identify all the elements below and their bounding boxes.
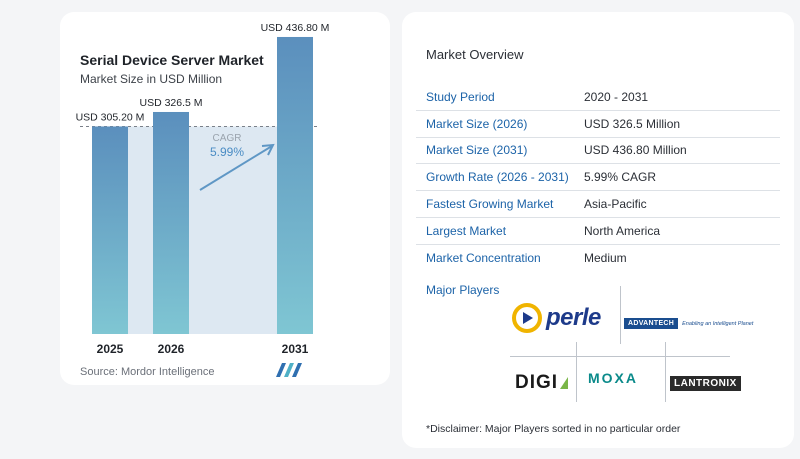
disclaimer: *Disclaimer: Major Players sorted in no … xyxy=(426,423,681,435)
logo-divider-vertical-top xyxy=(620,286,621,344)
moxa-logo: MOXA xyxy=(588,370,638,386)
advantech-tagline: Enabling an Intelligent Planet xyxy=(682,320,754,327)
overview-row-largest-market: Largest Market North America xyxy=(416,218,780,245)
logo-divider-horizontal xyxy=(510,356,730,357)
digi-logo-text: DIGI xyxy=(515,372,559,393)
overview-value: 2020 - 2031 xyxy=(584,89,649,104)
moxa-logo-text: MOXA xyxy=(588,370,638,386)
perle-logo-text: perle xyxy=(546,304,601,331)
overview-label: Study Period xyxy=(426,89,495,104)
overview-row-growth-rate: Growth Rate (2026 - 2031) 5.99% CAGR xyxy=(416,164,780,192)
overview-row-concentration: Market Concentration Medium xyxy=(416,245,780,272)
overview-label: Market Size (2026) xyxy=(426,116,528,131)
overview-value: USD 436.80 Million xyxy=(584,143,687,158)
advantech-logo-text: ADVANTECH xyxy=(624,318,679,329)
overview-value: Asia-Pacific xyxy=(584,197,647,212)
overview-value: Medium xyxy=(584,251,627,266)
logo-divider-vertical-right xyxy=(665,342,666,402)
overview-label: Market Size (2031) xyxy=(426,143,528,158)
logo-divider-vertical-left xyxy=(576,342,577,402)
overview-row-fastest-growing: Fastest Growing Market Asia-Pacific xyxy=(416,191,780,218)
mordor-logo-icon xyxy=(276,363,302,377)
overview-row-market-size-2026: Market Size (2026) USD 326.5 Million xyxy=(416,111,780,138)
overview-table: Study Period 2020 - 2031 Market Size (20… xyxy=(416,84,780,272)
overview-label: Fastest Growing Market xyxy=(426,197,554,212)
overview-row-market-size-2031: Market Size (2031) USD 436.80 Million xyxy=(416,138,780,165)
advantech-logo: ADVANTECH Enabling an Intelligent Planet xyxy=(624,318,753,329)
overview-value: North America xyxy=(584,223,661,238)
digi-logo: DIGI xyxy=(515,372,569,394)
overview-title: Market Overview xyxy=(426,47,524,62)
perle-mark-icon xyxy=(512,303,542,333)
lantronix-logo: LANTRONIX xyxy=(670,376,741,391)
overview-value: 5.99% CAGR xyxy=(584,170,657,185)
chart-title: Serial Device Server Market xyxy=(80,52,264,68)
chart-subtitle: Market Size in USD Million xyxy=(80,72,223,86)
lantronix-logo-text: LANTRONIX xyxy=(670,376,741,391)
overview-value: USD 326.5 Million xyxy=(584,116,681,131)
major-players-label: Major Players xyxy=(426,283,500,297)
overview-label: Growth Rate (2026 - 2031) xyxy=(426,170,569,185)
digi-mark-icon xyxy=(560,377,569,389)
overview-label: Largest Market xyxy=(426,223,507,238)
overview-label: Market Concentration xyxy=(426,251,541,266)
source-note: Source: Mordor Intelligence xyxy=(80,366,215,378)
overview-row-study-period: Study Period 2020 - 2031 xyxy=(416,84,780,111)
overview-card xyxy=(402,12,794,448)
perle-logo: perle xyxy=(512,303,601,333)
